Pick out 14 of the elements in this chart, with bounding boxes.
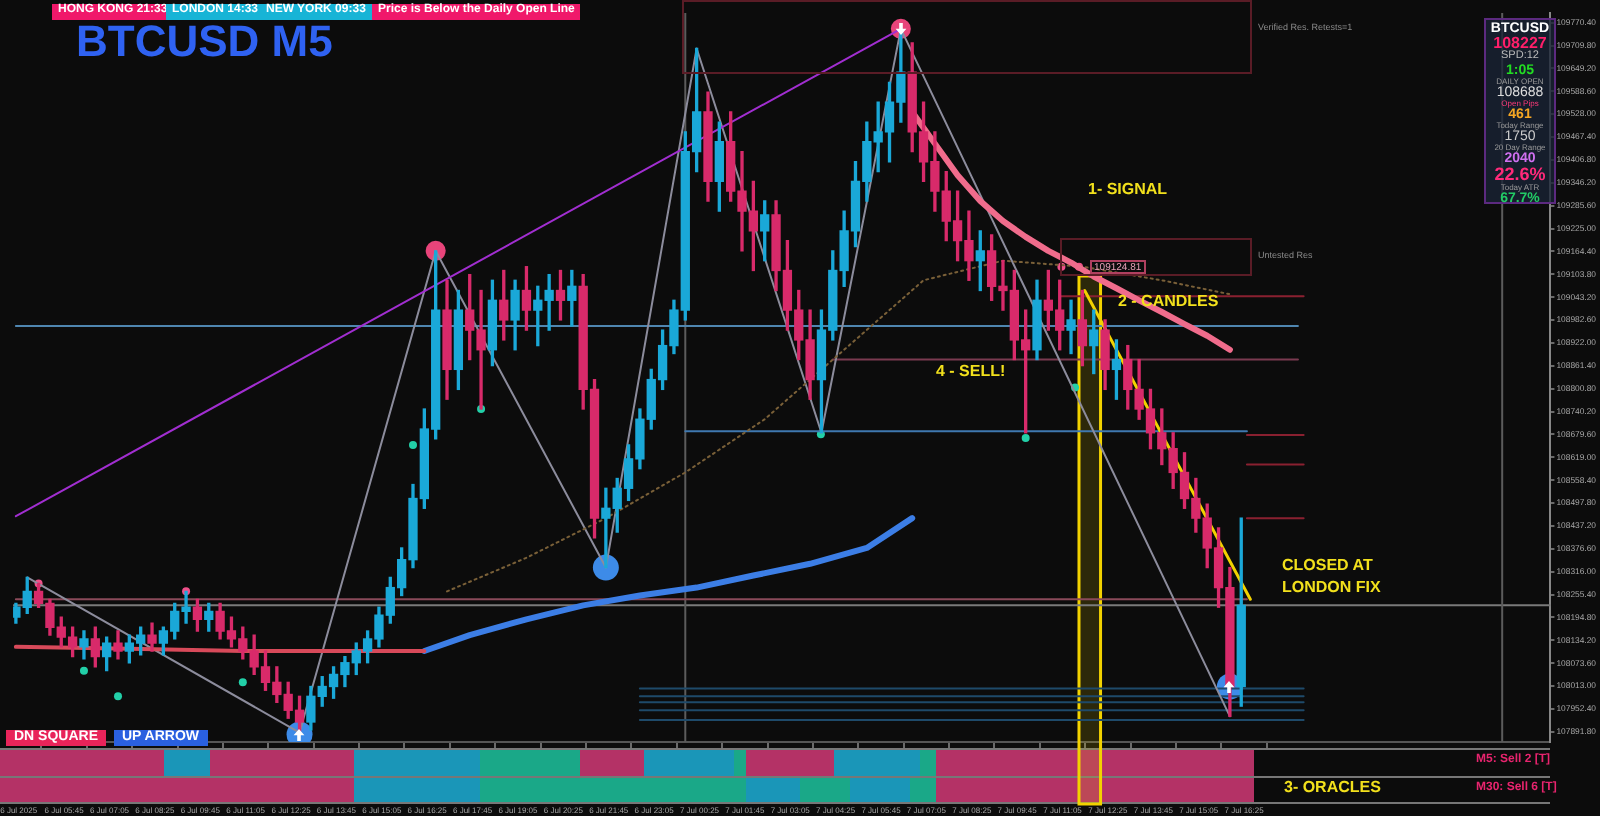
annotation: 108227 [1493,34,1547,52]
point [79,666,88,675]
annotation: 22.6% [1494,163,1546,183]
line-series [446,259,1231,593]
point [238,678,247,687]
annotation: 4 - SELL! [936,362,1006,380]
point [408,440,417,449]
chart-title: BTCUSD M5 [76,16,333,68]
annotation: CLOSED AT LONDON FIX [1282,554,1383,598]
annotation: 1- SIGNAL [1088,180,1168,198]
text: 3- ORACLES [1284,778,1381,796]
point [1021,434,1030,443]
point [114,692,122,701]
annotation: 2 - CANDLES [1118,292,1219,310]
